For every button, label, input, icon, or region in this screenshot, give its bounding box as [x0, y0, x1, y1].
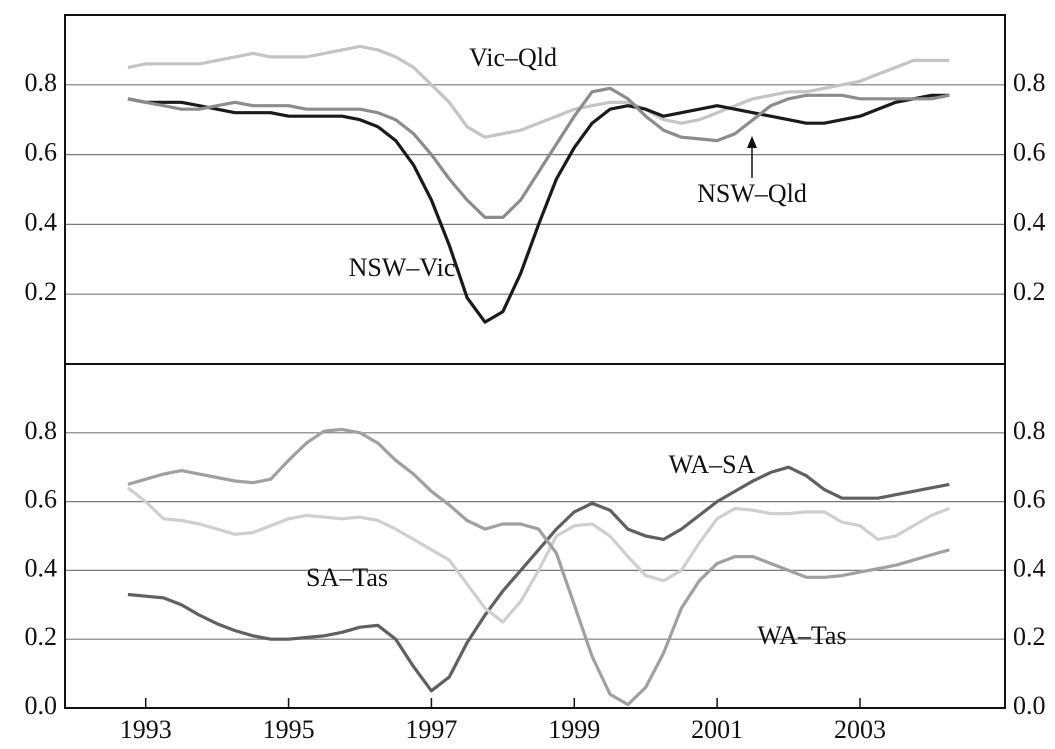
y-tick-label: 0.6 [25, 485, 58, 514]
y2-tick-label: 0.8 [1013, 68, 1046, 97]
y2-tick-label: 0.6 [1013, 485, 1046, 514]
y2-tick-label: 0.6 [1013, 138, 1046, 167]
y-tick-label: 0.2 [25, 277, 58, 306]
y-tick-label: 0.4 [25, 553, 58, 582]
series-line [127, 465, 950, 693]
y2-tick-label: 0.2 [1013, 622, 1046, 651]
series-label: NSW–Qld [697, 179, 807, 208]
y-tick-label: 0.4 [25, 207, 58, 236]
x-tick-label: 1995 [263, 715, 315, 744]
series-label: WA–Tas [757, 621, 846, 650]
y2-tick-label: 0.4 [1013, 553, 1046, 582]
series-line [127, 86, 950, 219]
y2-tick-label: 0.2 [1013, 277, 1046, 306]
series-line [126, 486, 950, 624]
y-tick-label: 0.2 [25, 622, 58, 651]
series-label: Vic–Qld [469, 43, 557, 72]
plot-frame [64, 14, 1006, 709]
x-tick-label: 1993 [120, 715, 172, 744]
series-label: NSW–Vic [349, 253, 456, 282]
series-label: SA–Tas [306, 563, 388, 592]
y-tick-label: 0.6 [25, 138, 58, 167]
series-label: WA–SA [669, 450, 756, 479]
series-line [127, 44, 950, 139]
y-tick-label: 0.0 [25, 691, 58, 720]
x-tick-label: 1997 [405, 715, 457, 744]
x-tick-label: 2003 [834, 715, 886, 744]
series-line [127, 93, 950, 324]
y2-tick-label: 0.0 [1013, 691, 1046, 720]
series-line [127, 427, 950, 707]
x-tick-label: 1999 [548, 715, 600, 744]
y-tick-label: 0.8 [25, 416, 58, 445]
x-tick-label: 2001 [691, 715, 743, 744]
y2-tick-label: 0.8 [1013, 416, 1046, 445]
y2-tick-label: 0.4 [1013, 207, 1046, 236]
annotation-arrowhead [747, 136, 757, 148]
y-tick-label: 0.8 [25, 68, 58, 97]
